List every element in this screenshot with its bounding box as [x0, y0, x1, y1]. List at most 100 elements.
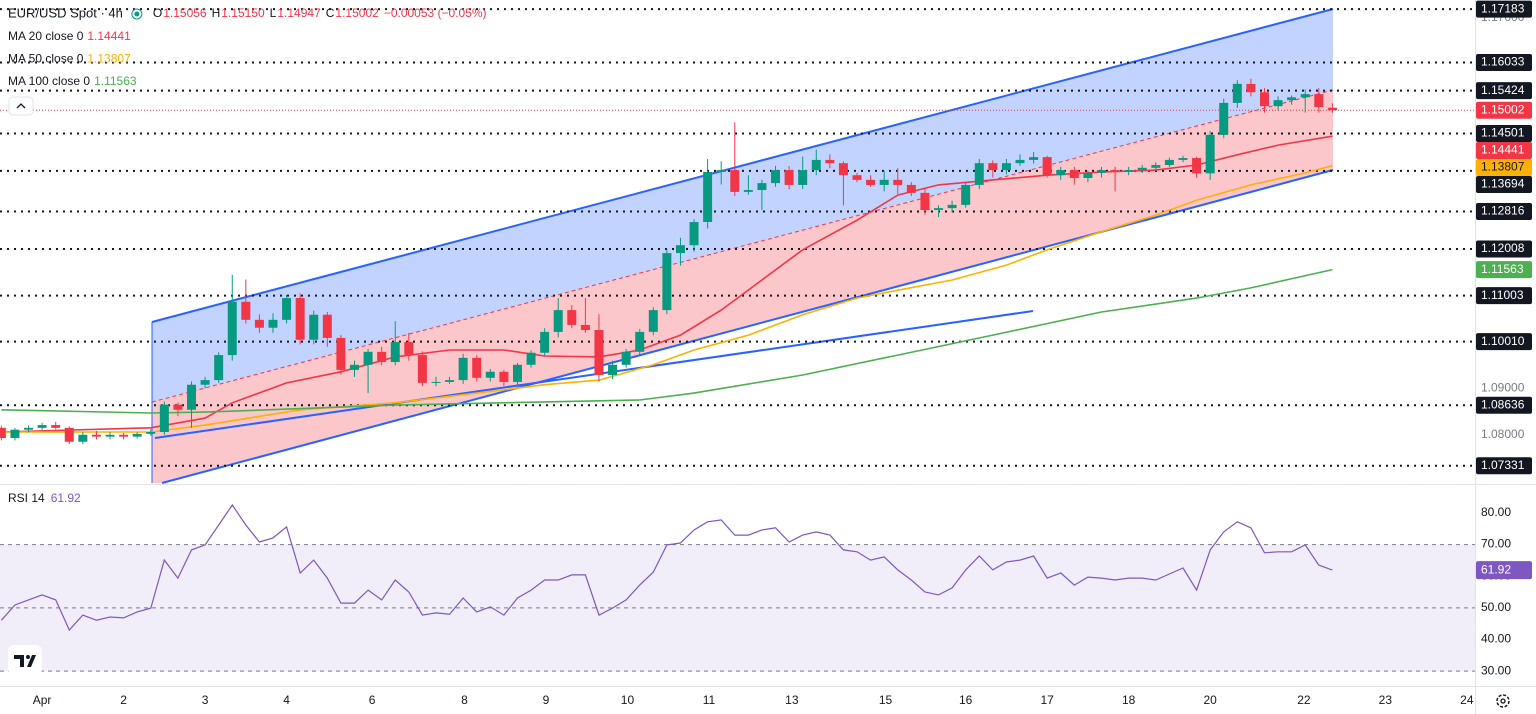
level-tag-bg — [1476, 82, 1532, 100]
level-tag-bg — [1476, 124, 1532, 142]
candle-body — [1232, 83, 1242, 103]
rsi-value: 61.92 — [51, 491, 81, 505]
legend-value: 1.14441 — [87, 29, 131, 43]
candle-body — [1205, 134, 1215, 174]
candle-body — [703, 171, 713, 223]
candle-body — [567, 310, 577, 325]
candle-body — [757, 183, 767, 191]
x-tick-label: 10 — [621, 693, 635, 707]
candle-body — [485, 371, 495, 378]
candle-body — [771, 170, 781, 184]
last-price-tag: 1.15002 — [1481, 102, 1525, 116]
ma-tag: 1.13807 — [1481, 160, 1525, 174]
collapse-button[interactable] — [8, 96, 34, 116]
candle-body — [580, 324, 590, 331]
candle-body — [743, 190, 753, 192]
candle-body — [716, 170, 726, 172]
candle-body — [1300, 94, 1310, 98]
legend-value: 1.13807 — [87, 52, 131, 66]
candle-body — [675, 245, 685, 254]
level-tag-bg — [1476, 287, 1532, 305]
ohlc-label: H — [212, 6, 221, 20]
candle-body — [472, 357, 482, 378]
candle-body — [132, 433, 142, 437]
level-tag: 1.16033 — [1481, 55, 1525, 69]
candle-body — [445, 380, 455, 382]
level-tag-bg — [1476, 457, 1532, 475]
x-tick-label: 3 — [202, 693, 209, 707]
level-tag-bg — [1476, 333, 1532, 351]
settings-gear[interactable] — [1496, 694, 1510, 708]
x-tick-label: 9 — [543, 693, 550, 707]
candle-body — [961, 184, 971, 205]
ohlc-label: O — [153, 6, 162, 20]
collapse-icon — [16, 103, 26, 109]
y-tick-label: 1.09000 — [1481, 381, 1525, 395]
ma-line — [1, 268, 1333, 414]
candle-body — [349, 364, 359, 370]
rsi-tick-label: 50.00 — [1481, 600, 1511, 614]
candle-body — [1164, 159, 1174, 166]
candle-body — [227, 301, 237, 356]
ohlc-value: 1.15002 — [335, 6, 379, 20]
legend-value: 1.11563 — [94, 74, 137, 88]
candle-body — [322, 314, 332, 338]
price-pane — [0, 8, 1475, 467]
candle-body — [553, 310, 563, 332]
rsi-line — [0, 503, 1333, 632]
rsi-tag: 61.92 — [1481, 562, 1511, 576]
x-tick-label: 22 — [1297, 693, 1311, 707]
settings-button[interactable] — [1496, 694, 1510, 708]
legend: EUR/USD Spot · 4h O 1.15056 H 1.15150 L 1.1494… — [8, 5, 487, 505]
ohlc-label: C — [326, 6, 335, 20]
symbol-title: EUR/USD Spot · 4h — [8, 5, 123, 20]
x-tick-label: 17 — [1040, 693, 1054, 707]
channel-lower-line — [161, 169, 1334, 484]
rsi-tick-label: 30.00 — [1481, 663, 1511, 677]
level-tag: 1.13694 — [1481, 177, 1525, 191]
candle-body — [336, 337, 346, 370]
candle-body — [91, 434, 101, 437]
level-tag-bg — [1476, 53, 1532, 71]
candle-body — [241, 301, 251, 320]
x-tick-label: 6 — [369, 693, 376, 707]
candle-body — [159, 404, 169, 433]
logo-dot — [26, 655, 30, 659]
x-tick-label: 13 — [785, 693, 799, 707]
candle-body — [499, 371, 509, 382]
candle-body — [119, 434, 129, 437]
candle-body — [1137, 167, 1147, 171]
candle-body — [268, 319, 278, 328]
level-tag-bg — [1476, 396, 1532, 414]
candle-body — [417, 355, 427, 383]
candle-body — [893, 179, 903, 185]
collapse-box[interactable] — [8, 96, 34, 116]
x-tick-label: 15 — [879, 693, 893, 707]
price-tags: 1.170001.120001.090001.0800080.0070.0060… — [1476, 0, 1532, 677]
candle-body — [866, 179, 876, 185]
candle-body — [1314, 94, 1324, 108]
level-tag-bg — [1476, 203, 1532, 221]
x-tick-label: 2 — [120, 693, 127, 707]
candle-body — [377, 351, 387, 363]
trend-line — [154, 310, 1034, 439]
ma-line — [1, 135, 1333, 433]
candle-body — [390, 342, 400, 363]
candle-body — [1273, 100, 1283, 107]
candle-body — [173, 404, 183, 410]
rsi-tick-label: 70.00 — [1481, 537, 1511, 551]
x-tick-label: 16 — [959, 693, 973, 707]
candle-body — [1178, 158, 1188, 160]
level-tag: 1.12008 — [1481, 241, 1525, 255]
x-tick-label: 4 — [283, 693, 290, 707]
candle-body — [730, 170, 740, 192]
candle-body — [784, 170, 794, 185]
level-tag: 1.12816 — [1481, 204, 1525, 218]
candle-body — [526, 352, 536, 365]
candle-body — [214, 355, 224, 381]
level-tag-bg — [1476, 0, 1532, 18]
settings-hub — [1500, 698, 1506, 704]
